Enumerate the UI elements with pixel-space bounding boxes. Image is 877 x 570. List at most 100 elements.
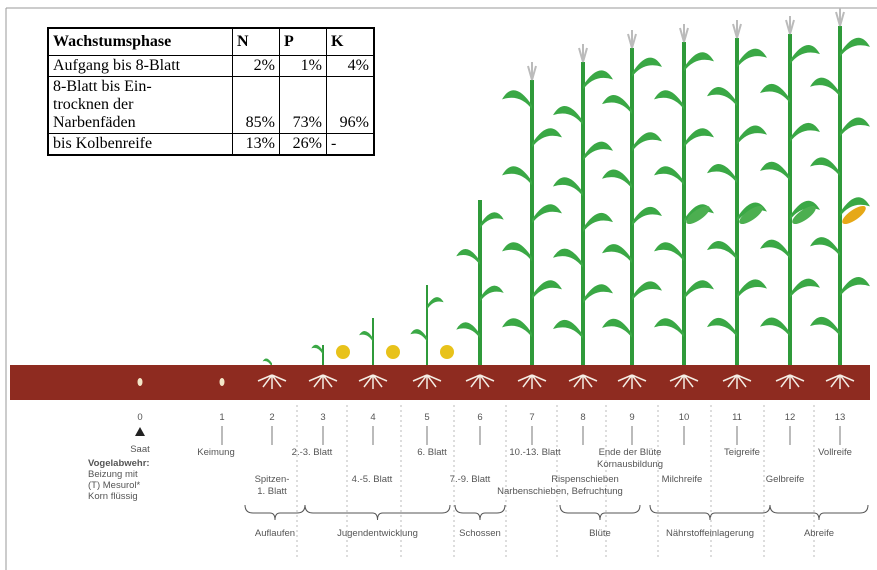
brace	[304, 504, 451, 521]
leaf	[707, 164, 737, 184]
stage-number: 3	[320, 412, 325, 423]
nutrient-table: Wachstumsphase N P K Aufgang bis 8-Blatt 2% 1%…	[47, 27, 375, 156]
leaf	[553, 177, 583, 197]
phase-label: Abreife	[804, 528, 834, 539]
leaf	[684, 280, 714, 300]
root	[358, 374, 388, 389]
brace	[559, 504, 641, 521]
cell-line: Narbenfäden	[53, 114, 136, 131]
leaf	[583, 284, 613, 304]
leaf	[532, 128, 562, 148]
leaf	[632, 132, 662, 152]
cob	[686, 205, 710, 225]
leaf	[737, 48, 767, 68]
stage-number: 4	[370, 412, 375, 423]
label: Kornausbildung	[597, 459, 663, 470]
leaf	[790, 44, 820, 65]
header-cell: Wachstumsphase	[47, 27, 233, 56]
label: Vogelabwehr:	[88, 458, 150, 469]
plants	[262, 8, 870, 372]
braces: Auflaufen Jugendentwicklung Schossen Blüte N…	[244, 504, 869, 539]
stage-number: 7	[529, 412, 534, 423]
cell-line: trocknen der	[53, 96, 134, 113]
cell-line: bis Kolbenreife	[53, 135, 153, 152]
tassel	[732, 20, 742, 39]
stage-number: 5	[424, 412, 429, 423]
tassel	[527, 62, 537, 81]
leaf	[840, 37, 870, 57]
phase-label: Nährstoffeinlagerung	[666, 528, 754, 539]
leaf	[632, 206, 662, 227]
label: (T) Mesurol*	[88, 480, 141, 491]
stage-number: 9	[629, 412, 634, 423]
leaf	[760, 239, 790, 259]
leaf	[583, 141, 613, 161]
label: 10.-13. Blatt	[509, 447, 561, 458]
leaf	[427, 297, 444, 310]
leaf	[502, 318, 532, 338]
leaf	[502, 242, 532, 262]
leaf	[632, 281, 662, 301]
leaf	[737, 279, 767, 299]
header-cell: N	[232, 27, 280, 56]
root	[669, 374, 699, 389]
label: 2.-3. Blatt	[292, 447, 333, 458]
root	[465, 374, 495, 389]
tassel	[835, 8, 845, 27]
root	[517, 374, 547, 389]
cell: 1%	[279, 55, 327, 77]
leaf	[602, 94, 632, 115]
cob	[792, 205, 816, 225]
leaf	[502, 90, 532, 110]
stage-number: 13	[835, 412, 846, 423]
label: Gelbreife	[766, 474, 805, 485]
leaf	[840, 197, 870, 217]
root	[617, 374, 647, 389]
leaf	[410, 329, 427, 342]
leaf	[684, 128, 714, 148]
leaf	[810, 77, 840, 97]
label: Ende der Blüte	[599, 447, 662, 458]
label: Narbenschieben, Befruchtung	[497, 486, 623, 497]
label: Korn flüssig	[88, 491, 138, 502]
tassel	[679, 24, 689, 43]
leaf	[532, 280, 562, 300]
stage-number: 10	[679, 412, 690, 423]
cell: -	[326, 133, 375, 156]
flower	[336, 345, 350, 359]
label: Vollreife	[818, 447, 852, 458]
label: Rispenschieben	[551, 474, 619, 485]
leaf	[654, 242, 684, 262]
leaf	[654, 318, 684, 338]
seed	[219, 378, 225, 386]
label: 1. Blatt	[257, 486, 287, 497]
brace	[649, 504, 771, 521]
header-cell: K	[326, 27, 375, 56]
stage-number: 11	[732, 412, 742, 423]
leaf	[654, 166, 684, 186]
leaf	[583, 70, 613, 90]
label: Keimung	[197, 447, 235, 458]
stage-number: 2	[269, 412, 274, 423]
stage-number: 0	[137, 412, 142, 423]
stage-number: 8	[580, 412, 585, 423]
leaf	[553, 319, 583, 340]
cell: 13%	[232, 133, 280, 156]
tassel	[578, 44, 588, 63]
stage-number: 6	[477, 412, 482, 423]
phase-label: Schossen	[459, 528, 501, 539]
leaf	[840, 277, 870, 297]
tassel	[627, 30, 637, 49]
seed	[137, 378, 143, 386]
ticks: 0 1 2 3 4 5 6 7 8 9 10 11 12 13	[137, 405, 845, 560]
label: Spitzen-	[255, 474, 290, 485]
leaf	[707, 87, 737, 107]
leaf	[502, 166, 532, 186]
brace	[769, 504, 869, 521]
roots	[137, 374, 855, 389]
cob	[842, 205, 866, 225]
leaf	[810, 237, 840, 257]
soil	[10, 365, 870, 400]
